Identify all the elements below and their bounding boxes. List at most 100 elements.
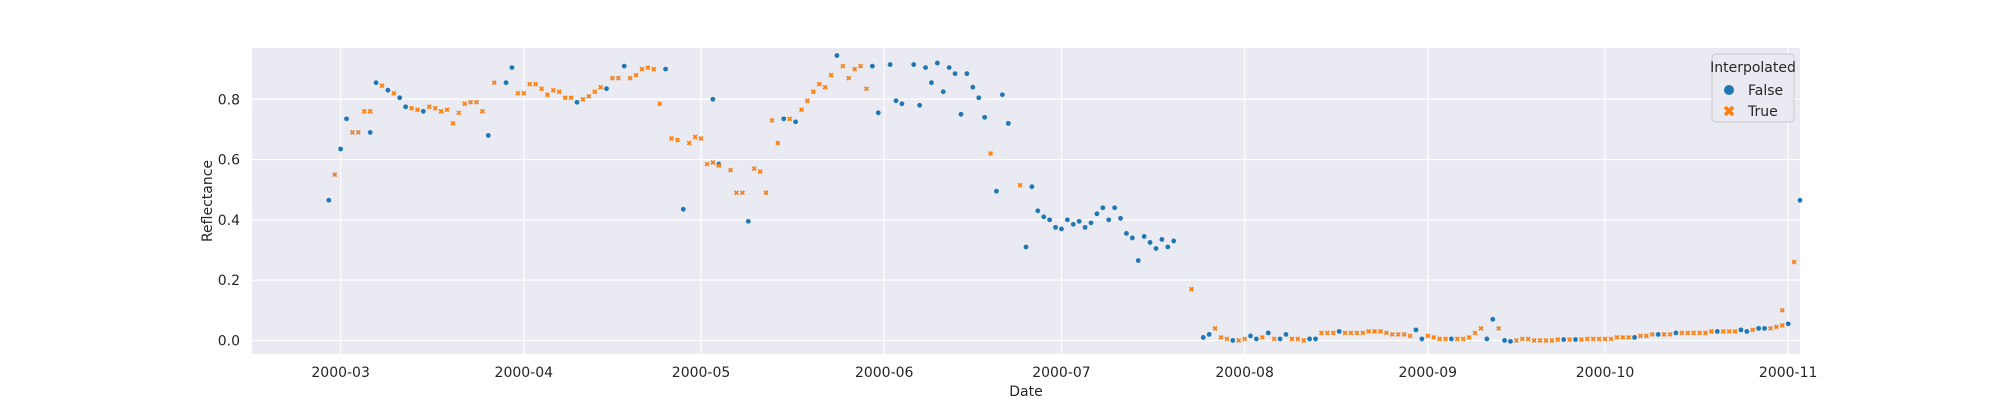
data-point-false bbox=[1655, 332, 1661, 337]
data-point-true bbox=[716, 163, 722, 169]
data-point-true bbox=[1407, 333, 1413, 339]
data-point-true bbox=[1513, 337, 1519, 343]
legend: Interpolated False True bbox=[1710, 53, 1796, 123]
data-point-true bbox=[840, 63, 846, 69]
x-tick-label: 2000-04 bbox=[495, 365, 554, 381]
data-point-true bbox=[1637, 333, 1643, 339]
data-point-true bbox=[609, 75, 615, 81]
data-point-true bbox=[1578, 337, 1584, 343]
legend-marker-true bbox=[1723, 105, 1735, 117]
data-point-true bbox=[456, 110, 462, 116]
data-point-true bbox=[361, 108, 367, 114]
legend-items: False True bbox=[1723, 83, 1783, 120]
data-point-false bbox=[869, 63, 875, 69]
data-point-true bbox=[1767, 325, 1773, 331]
data-point-true bbox=[1188, 286, 1194, 292]
data-point-true bbox=[1590, 336, 1596, 342]
data-point-false bbox=[1159, 237, 1165, 242]
data-point-true bbox=[1525, 336, 1531, 342]
data-point-true bbox=[332, 172, 338, 178]
data-point-true bbox=[1289, 336, 1295, 342]
data-point-true bbox=[787, 116, 793, 122]
data-point-true bbox=[1679, 330, 1685, 336]
data-point-false bbox=[1230, 338, 1236, 343]
data-point-false bbox=[899, 101, 905, 107]
data-point-true bbox=[1732, 328, 1738, 334]
data-point-false bbox=[887, 62, 893, 67]
data-point-true bbox=[1236, 337, 1242, 343]
data-point-true bbox=[1271, 336, 1277, 342]
data-point-true bbox=[763, 190, 769, 196]
data-point-true bbox=[733, 190, 739, 196]
data-point-true bbox=[515, 90, 521, 96]
data-point-true bbox=[816, 81, 822, 87]
data-point-true bbox=[728, 167, 734, 173]
x-tick-label: 2000-06 bbox=[855, 365, 914, 381]
data-point-true bbox=[1425, 333, 1431, 339]
data-point-true bbox=[379, 83, 385, 89]
data-point-true bbox=[668, 135, 675, 141]
data-point-false bbox=[1047, 217, 1053, 223]
x-tick-label: 2000-07 bbox=[1032, 365, 1091, 381]
data-point-true bbox=[1496, 325, 1502, 331]
data-point-true bbox=[1318, 330, 1324, 336]
data-point-false bbox=[1041, 214, 1047, 220]
data-point-false bbox=[1088, 220, 1094, 226]
data-point-false bbox=[1200, 335, 1206, 340]
data-point-true bbox=[1330, 330, 1336, 336]
data-point-true bbox=[1460, 336, 1466, 342]
data-point-true bbox=[1466, 334, 1472, 340]
data-point-true bbox=[1366, 328, 1372, 334]
data-point-true bbox=[1242, 336, 1248, 342]
data-point-true bbox=[846, 75, 852, 81]
data-point-false bbox=[710, 96, 716, 102]
data-point-true bbox=[1602, 336, 1608, 342]
data-point-false bbox=[952, 71, 958, 77]
data-point-false bbox=[1248, 333, 1253, 339]
data-point-true bbox=[651, 66, 657, 72]
data-point-true bbox=[1685, 330, 1691, 336]
data-point-false bbox=[994, 188, 999, 194]
data-point-true bbox=[645, 65, 651, 71]
data-point-false bbox=[1076, 218, 1082, 224]
data-point-true bbox=[1773, 324, 1779, 330]
data-point-false bbox=[893, 98, 899, 104]
data-point-false bbox=[929, 80, 934, 86]
data-point-true bbox=[739, 190, 745, 196]
data-point-false bbox=[946, 65, 952, 70]
y-axis-ticks: 0.0 0.2 0.4 0.6 0.8 bbox=[218, 92, 240, 349]
data-point-false bbox=[1738, 327, 1744, 333]
data-point-false bbox=[982, 114, 988, 120]
data-point-false bbox=[1153, 246, 1159, 251]
data-point-false bbox=[940, 89, 946, 95]
data-point-false bbox=[1005, 120, 1011, 126]
data-point-false bbox=[976, 95, 982, 101]
data-point-true bbox=[438, 108, 444, 114]
data-point-false bbox=[1265, 330, 1271, 336]
data-point-false bbox=[503, 80, 509, 86]
data-point-true bbox=[1301, 337, 1307, 343]
data-point-false bbox=[1762, 325, 1767, 331]
data-point-true bbox=[544, 92, 550, 98]
data-point-false bbox=[1118, 215, 1123, 221]
data-point-true bbox=[1377, 328, 1384, 334]
data-point-true bbox=[1531, 337, 1537, 343]
data-point-true bbox=[1620, 334, 1626, 340]
data-point-true bbox=[1691, 330, 1697, 336]
data-point-true bbox=[1224, 336, 1230, 342]
data-point-false bbox=[1490, 316, 1496, 322]
data-point-true bbox=[527, 81, 533, 87]
data-point-true bbox=[1626, 334, 1632, 340]
data-point-true bbox=[852, 66, 858, 72]
data-point-false bbox=[1744, 328, 1750, 334]
data-point-true bbox=[810, 89, 816, 95]
data-point-true bbox=[1549, 337, 1555, 343]
data-point-true bbox=[367, 108, 373, 114]
data-point-true bbox=[592, 89, 598, 95]
data-point-false bbox=[1053, 224, 1058, 230]
data-point-true bbox=[568, 95, 574, 101]
data-point-false bbox=[574, 99, 580, 105]
data-point-true bbox=[521, 90, 527, 96]
data-point-false bbox=[344, 116, 349, 122]
